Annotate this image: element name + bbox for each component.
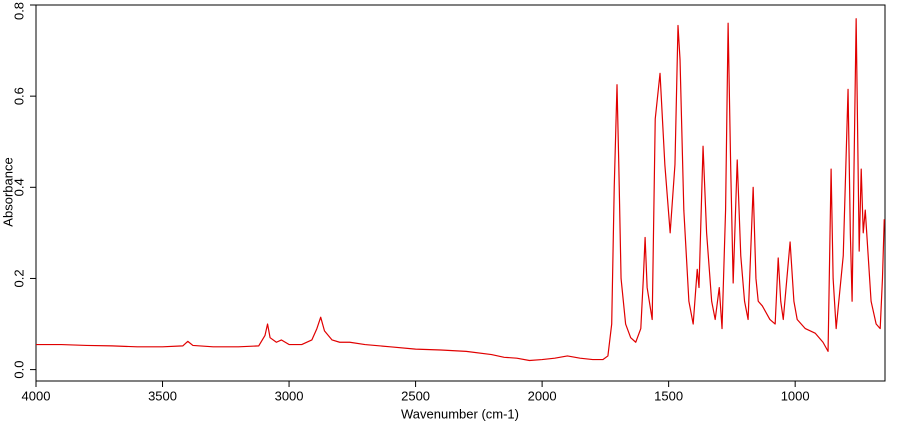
y-axis-label: Absorbance	[0, 157, 15, 226]
y-tick-label: 0.0	[11, 361, 26, 379]
x-tick-label: 2000	[528, 388, 557, 403]
x-tick-label: 3000	[275, 388, 304, 403]
x-tick-label: 1500	[654, 388, 683, 403]
y-tick-label: 0.2	[11, 269, 26, 287]
y-tick-label: 0.8	[11, 2, 26, 20]
x-tick-label: 3500	[148, 388, 177, 403]
plot-frame	[35, 4, 886, 382]
x-tick-label: 1000	[781, 388, 810, 403]
spectrum-line	[36, 18, 885, 362]
x-tick-label: 4000	[22, 388, 51, 403]
x-tick-label: 2500	[401, 388, 430, 403]
y-tick-label: 0.4	[11, 178, 26, 196]
x-axis-label: Wavenumber (cm-1)	[401, 406, 519, 421]
y-tick-label: 0.6	[11, 87, 26, 105]
